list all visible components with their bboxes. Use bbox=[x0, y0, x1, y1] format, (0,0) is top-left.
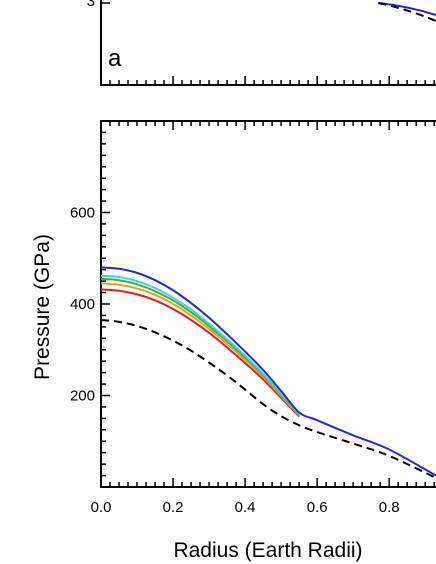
x-tick-label: 0.2 bbox=[163, 499, 184, 516]
y-tick-label: 400 bbox=[70, 296, 95, 313]
panel-a-ticks bbox=[100, 2, 435, 85]
panel-a-letter: a bbox=[108, 45, 122, 72]
x-tick-label: 0.6 bbox=[307, 499, 328, 516]
panel-pressure-ticks bbox=[100, 120, 435, 488]
panel-a: 3 a bbox=[87, 0, 436, 86]
panel-a-series bbox=[378, 2, 436, 22]
series-line bbox=[100, 274, 300, 415]
x-tick-label: 0.8 bbox=[379, 499, 400, 516]
panel-a-y-tick-label: 3 bbox=[87, 0, 95, 10]
series-line bbox=[100, 319, 436, 479]
panel-a-series-line bbox=[378, 2, 436, 22]
panel-a-series-line bbox=[378, 2, 436, 16]
panel-pressure-series bbox=[100, 266, 436, 479]
y-tick-label: 600 bbox=[70, 205, 95, 222]
series-line bbox=[100, 282, 300, 417]
series-line bbox=[100, 288, 300, 418]
panel-pressure-tick-labels: 0.0 0.2 0.4 0.6 0.8 200 400 600 bbox=[70, 205, 400, 517]
x-tick-label: 0.4 bbox=[235, 499, 256, 516]
series-line bbox=[100, 277, 300, 416]
y-axis-title: Pressure (GPa) bbox=[31, 234, 54, 380]
panel-pressure-frame bbox=[100, 120, 436, 488]
panel-a-frame bbox=[100, 0, 436, 86]
x-axis-title: Radius (Earth Radii) bbox=[173, 539, 362, 562]
series-line bbox=[100, 266, 436, 477]
x-tick-label: 0.0 bbox=[91, 499, 112, 516]
y-tick-label: 200 bbox=[70, 388, 95, 405]
